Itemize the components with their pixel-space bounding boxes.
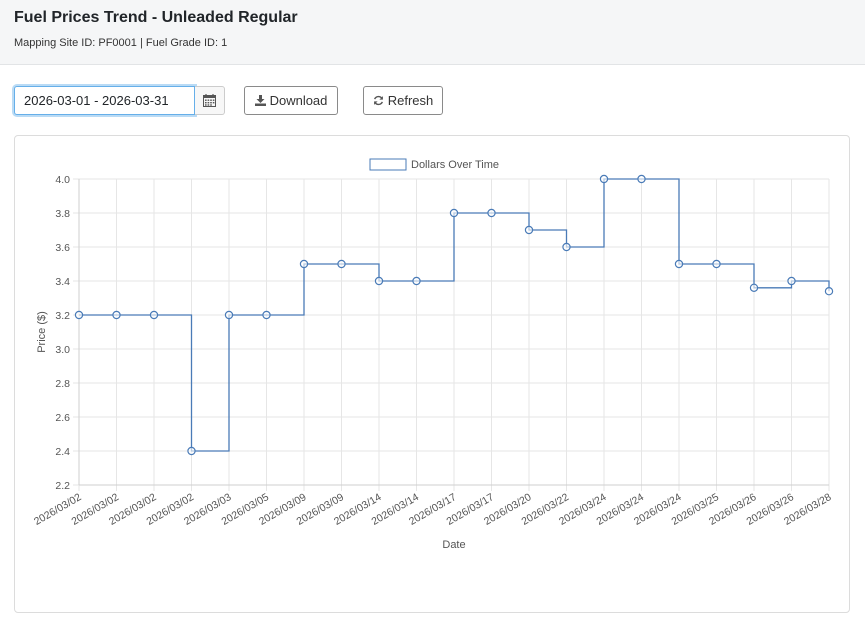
y-axis-ticks: 4.0 3.8 3.6 3.4 3.2 3.0 2.8 2.6 2.4 2.2 xyxy=(55,174,70,492)
calendar-button[interactable] xyxy=(195,86,225,115)
data-point xyxy=(374,276,384,286)
download-button-label: Download xyxy=(269,93,328,108)
data-point xyxy=(149,310,159,320)
y-tick-label: 2.4 xyxy=(55,446,70,458)
data-point xyxy=(299,259,309,269)
y-tick-label: 4.0 xyxy=(55,174,70,186)
data-point xyxy=(787,276,796,286)
page-subtitle: Mapping Site ID: PF0001 | Fuel Grade ID:… xyxy=(14,37,228,49)
y-tick-label: 2.2 xyxy=(55,480,70,492)
data-point xyxy=(112,310,121,320)
date-range-input[interactable] xyxy=(14,86,195,115)
data-point xyxy=(824,286,834,296)
refresh-icon xyxy=(373,95,383,106)
data-point xyxy=(74,310,84,320)
data-point xyxy=(712,259,721,269)
y-tick-label: 3.4 xyxy=(55,276,70,288)
legend-swatch[interactable] xyxy=(369,158,407,171)
calendar-icon xyxy=(203,94,216,107)
y-tick-label: 3.8 xyxy=(55,208,70,220)
data-point xyxy=(524,225,534,235)
data-point xyxy=(224,310,234,320)
chart-grid xyxy=(73,178,830,491)
y-tick-label: 3.2 xyxy=(55,310,70,322)
data-point xyxy=(749,283,759,292)
download-button[interactable]: Download xyxy=(244,86,338,115)
chart-legend: Dollars Over Time xyxy=(369,158,499,171)
y-tick-label: 3.6 xyxy=(55,242,70,254)
y-axis-label: Price ($) xyxy=(36,311,48,353)
series-points xyxy=(74,174,834,456)
page-title: Fuel Prices Trend - Unleaded Regular xyxy=(14,9,298,26)
page-header: Fuel Prices Trend - Unleaded Regular Map… xyxy=(0,0,865,65)
y-tick-label: 2.8 xyxy=(55,378,70,390)
data-point xyxy=(337,259,346,269)
refresh-button-label: Refresh xyxy=(387,93,434,108)
x-axis-label: Date xyxy=(442,539,465,551)
price-trend-chart: 4.0 3.8 3.6 3.4 3.2 3.0 2.8 2.6 2.4 2.2 2026/03/0… xyxy=(32,158,834,551)
data-point xyxy=(562,242,571,252)
data-point xyxy=(449,208,459,218)
data-point xyxy=(599,174,609,184)
x-axis-ticks: 2026/03/022026/03/022026/03/022026/03/02… xyxy=(32,491,834,528)
data-point xyxy=(674,259,684,269)
legend-label[interactable]: Dollars Over Time xyxy=(411,159,499,171)
download-icon xyxy=(254,95,266,106)
data-point xyxy=(487,208,496,218)
y-tick-label: 3.0 xyxy=(55,344,70,356)
chart-panel: 4.0 3.8 3.6 3.4 3.2 3.0 2.8 2.6 2.4 2.2 2026/03/0… xyxy=(14,135,850,613)
y-tick-label: 2.6 xyxy=(55,412,70,424)
data-point xyxy=(412,276,421,286)
data-point xyxy=(637,174,646,184)
refresh-button[interactable]: Refresh xyxy=(363,86,443,115)
data-point xyxy=(262,310,271,320)
data-point xyxy=(187,446,196,456)
